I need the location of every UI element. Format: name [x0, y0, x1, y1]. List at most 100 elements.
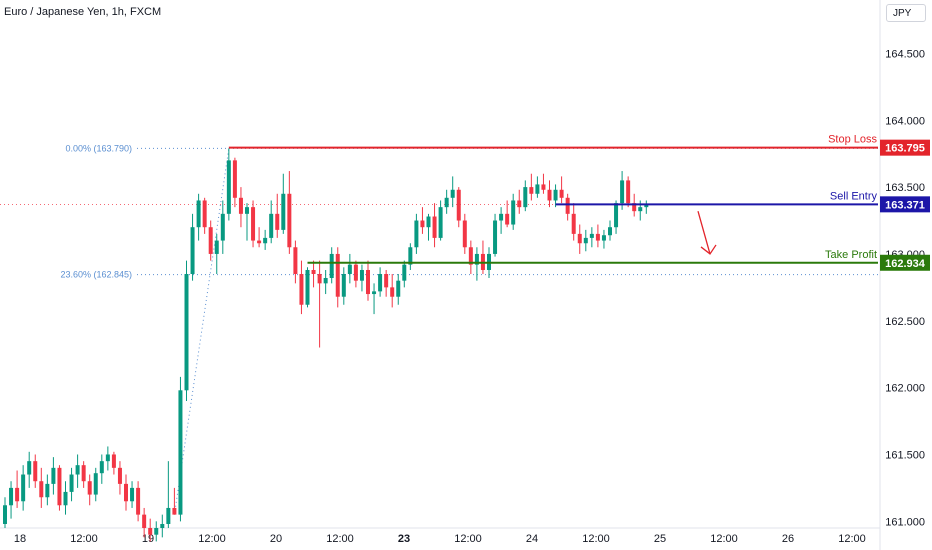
- candle-body: [608, 227, 612, 236]
- candle-body: [366, 269, 370, 295]
- sell-arrow-head: [700, 244, 717, 255]
- candle-body: [359, 269, 364, 281]
- candle-body: [511, 200, 516, 225]
- y-tick-label: 163.500: [885, 182, 925, 194]
- candle-body: [638, 207, 643, 212]
- fib-trend-line: [173, 148, 230, 515]
- candle-body: [105, 454, 110, 462]
- x-tick-label: 24: [526, 533, 538, 545]
- fib-level-label: 23.60% (162.845): [60, 270, 132, 280]
- candle-body: [559, 189, 564, 198]
- x-tick-label: 12:00: [326, 533, 354, 545]
- candle-body: [517, 200, 522, 208]
- candle-body: [130, 487, 135, 502]
- sell-arrow-shaft: [697, 210, 711, 255]
- candle-body: [414, 220, 419, 248]
- x-tick-label: 12:00: [70, 533, 98, 545]
- candle-body: [583, 237, 588, 244]
- level-price-label: 163.371: [885, 199, 925, 211]
- candle-body: [33, 461, 38, 482]
- candle-body: [172, 507, 177, 515]
- candle-body: [9, 487, 14, 506]
- candle-body: [293, 247, 298, 274]
- candle-body: [238, 197, 243, 214]
- candle-body: [148, 528, 153, 535]
- level-price-label: 163.795: [885, 143, 925, 155]
- candle-body: [202, 200, 207, 228]
- y-tick-label: 161.000: [885, 516, 925, 528]
- candle-body: [632, 203, 637, 212]
- candle-body: [87, 481, 92, 495]
- candle-body: [329, 253, 334, 279]
- candle-body: [402, 264, 407, 281]
- x-tick-label: 23: [398, 533, 410, 545]
- candle-body: [614, 203, 619, 228]
- candle-body: [166, 507, 171, 524]
- candle-body: [160, 523, 165, 528]
- candle-body: [541, 184, 546, 190]
- candle-body: [432, 216, 437, 238]
- candle-body: [232, 160, 237, 198]
- level-label: Sell Entry: [830, 190, 878, 202]
- candle-body: [45, 483, 50, 498]
- candle-body: [117, 467, 122, 484]
- candle-body: [341, 273, 346, 297]
- candle-body: [384, 273, 389, 288]
- candle-body: [196, 200, 201, 228]
- candle-body: [505, 213, 510, 225]
- x-tick-label: 26: [782, 533, 794, 545]
- candle-body: [420, 220, 425, 228]
- symbol-title: Euro / Japanese Yen, 1h, FXCM: [4, 6, 162, 18]
- candle-body: [75, 465, 80, 475]
- candle-body: [93, 473, 98, 495]
- candle-body: [347, 264, 352, 274]
- candle-body: [462, 220, 467, 248]
- candle-body: [226, 160, 231, 214]
- candle-body: [390, 287, 395, 297]
- candle-body: [535, 184, 540, 194]
- candle-body: [27, 461, 32, 475]
- candle-body: [408, 247, 413, 265]
- y-tick-label: 164.000: [885, 115, 925, 127]
- y-tick-label: 161.500: [885, 449, 925, 461]
- x-tick-label: 12:00: [582, 533, 610, 545]
- y-tick-label: 162.000: [885, 383, 925, 395]
- x-tick-label: 19: [142, 533, 154, 545]
- x-tick-label: 18: [14, 533, 26, 545]
- candle-body: [124, 483, 128, 502]
- fib-level-label: 0.00% (163.790): [65, 143, 132, 153]
- candle-body: [468, 247, 473, 265]
- candle-body: [372, 291, 377, 295]
- x-tick-label: 12:00: [838, 533, 866, 545]
- candle-body: [178, 390, 183, 515]
- candle-body: [275, 213, 280, 230]
- candle-body: [493, 220, 498, 254]
- candle-body: [577, 233, 582, 244]
- candle-body: [444, 197, 449, 208]
- candle-body: [396, 280, 401, 297]
- x-tick-label: 12:00: [454, 533, 482, 545]
- candle-body: [3, 505, 7, 524]
- candle-body: [39, 481, 44, 498]
- candle-body: [499, 213, 504, 221]
- candle-body: [299, 273, 304, 305]
- candle-body: [184, 273, 189, 391]
- y-tick-label: 164.500: [885, 48, 925, 60]
- candle-body: [644, 204, 649, 208]
- candle-body: [15, 487, 20, 502]
- candle-body: [474, 253, 479, 265]
- candle-body: [190, 227, 195, 274]
- candle-body: [69, 474, 74, 492]
- candle-body: [245, 207, 249, 214]
- candle-body: [438, 207, 443, 238]
- level-price-label: 162.934: [885, 258, 926, 270]
- candle-body: [565, 197, 570, 214]
- candle-body: [263, 237, 268, 244]
- currency-selector[interactable]: JPY: [886, 4, 926, 22]
- level-label: Stop Loss: [828, 134, 877, 146]
- candle-body: [21, 474, 26, 502]
- candle-body: [154, 528, 159, 535]
- candle-body: [57, 467, 62, 506]
